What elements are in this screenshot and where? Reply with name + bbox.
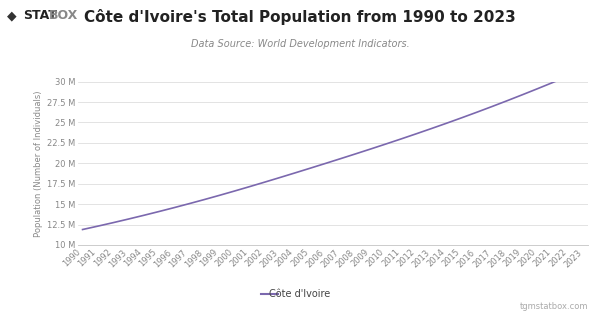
Côte d'Ivoire: [565, 74, 572, 78]
Text: STAT: STAT: [23, 9, 56, 22]
Text: tgmstatbox.com: tgmstatbox.com: [520, 302, 588, 311]
Côte d'Ivoire: [550, 80, 557, 84]
Côte d'Ivoire: [124, 217, 131, 221]
Côte d'Ivoire: [246, 185, 253, 188]
Côte d'Ivoire: [79, 228, 86, 231]
Côte d'Ivoire: [535, 87, 542, 90]
Côte d'Ivoire: [109, 221, 116, 225]
Text: Data Source: World Development Indicators.: Data Source: World Development Indicator…: [191, 39, 409, 49]
Côte d'Ivoire: [428, 127, 435, 130]
Côte d'Ivoire: [443, 121, 451, 125]
Côte d'Ivoire: [473, 110, 481, 114]
Text: Côte d'Ivoire: Côte d'Ivoire: [269, 289, 331, 299]
Côte d'Ivoire: [352, 152, 359, 156]
Côte d'Ivoire: [489, 105, 496, 108]
Côte d'Ivoire: [170, 206, 177, 210]
Côte d'Ivoire: [398, 137, 405, 141]
Line: Côte d'Ivoire: Côte d'Ivoire: [83, 62, 583, 230]
Côte d'Ivoire: [337, 157, 344, 160]
Text: BOX: BOX: [49, 9, 79, 22]
Y-axis label: Population (Number of Individuals): Population (Number of Individuals): [34, 90, 43, 236]
Côte d'Ivoire: [519, 93, 526, 96]
Côte d'Ivoire: [200, 198, 208, 202]
Côte d'Ivoire: [140, 214, 147, 217]
Côte d'Ivoire: [322, 162, 329, 165]
Côte d'Ivoire: [504, 99, 511, 102]
Côte d'Ivoire: [185, 202, 193, 206]
Text: Côte d'Ivoire's Total Population from 1990 to 2023: Côte d'Ivoire's Total Population from 19…: [84, 9, 516, 25]
Côte d'Ivoire: [215, 193, 223, 197]
Côte d'Ivoire: [231, 189, 238, 193]
Côte d'Ivoire: [383, 142, 390, 146]
Côte d'Ivoire: [307, 166, 314, 170]
Côte d'Ivoire: [94, 224, 101, 228]
Côte d'Ivoire: [458, 116, 466, 120]
Côte d'Ivoire: [276, 176, 283, 179]
Côte d'Ivoire: [261, 180, 268, 184]
Côte d'Ivoire: [367, 147, 374, 151]
Côte d'Ivoire: [413, 132, 420, 136]
Côte d'Ivoire: [292, 171, 299, 175]
Côte d'Ivoire: [155, 210, 162, 214]
Text: ◆: ◆: [7, 9, 17, 22]
Côte d'Ivoire: [580, 60, 587, 64]
